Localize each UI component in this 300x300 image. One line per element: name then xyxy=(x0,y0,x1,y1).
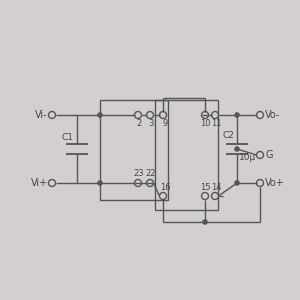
Circle shape xyxy=(234,112,240,118)
Circle shape xyxy=(97,180,103,186)
Circle shape xyxy=(202,219,208,225)
Text: G: G xyxy=(265,150,272,160)
Text: Vo+: Vo+ xyxy=(265,178,285,188)
Text: 15: 15 xyxy=(200,182,210,191)
Text: C2: C2 xyxy=(222,130,234,140)
Text: Vi+: Vi+ xyxy=(31,178,48,188)
Bar xyxy=(155,100,218,210)
Text: Vo-: Vo- xyxy=(265,110,280,120)
Text: 23: 23 xyxy=(134,169,144,178)
Text: 2: 2 xyxy=(136,119,142,128)
Text: 14: 14 xyxy=(211,182,221,191)
Text: 10μ: 10μ xyxy=(239,152,256,161)
Text: 11: 11 xyxy=(211,119,221,128)
Bar xyxy=(100,100,168,200)
Text: 3: 3 xyxy=(148,119,154,128)
Text: Vi-: Vi- xyxy=(35,110,48,120)
Text: 22: 22 xyxy=(146,169,156,178)
Text: 10: 10 xyxy=(200,119,210,128)
Circle shape xyxy=(97,112,103,118)
Text: 9: 9 xyxy=(162,119,168,128)
Text: C1: C1 xyxy=(62,133,74,142)
Circle shape xyxy=(234,146,240,152)
Circle shape xyxy=(234,180,240,186)
Text: 16: 16 xyxy=(160,182,170,191)
